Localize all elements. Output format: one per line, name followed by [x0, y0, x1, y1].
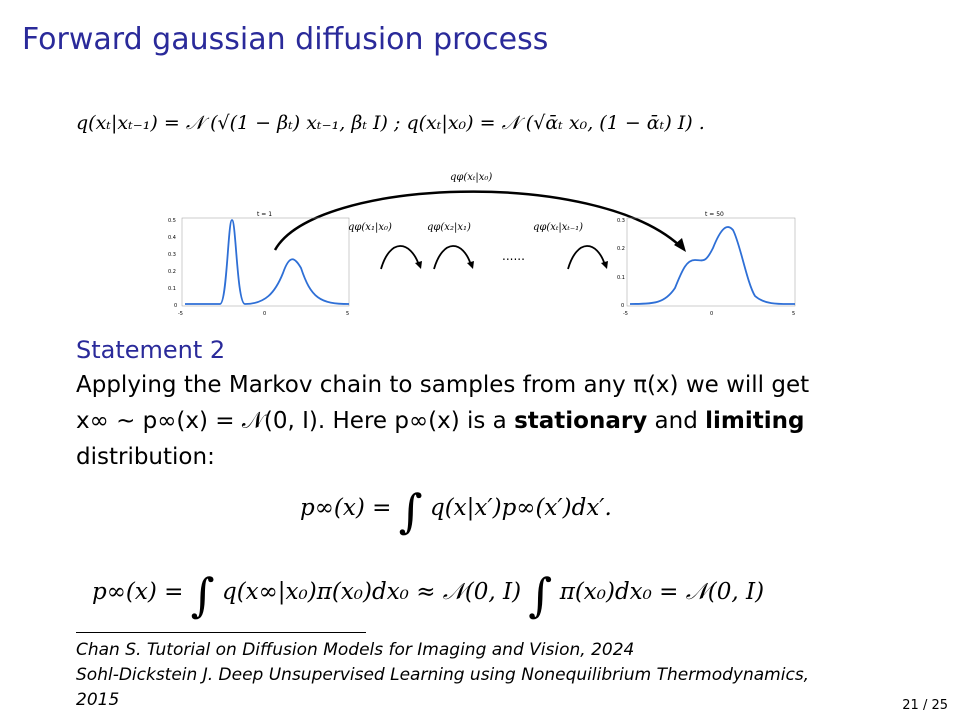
reference-divider: [76, 632, 366, 633]
diffusion-figure: qφ(xₜ|x₀) t = 1 0.5 0.4 0.3 0.2 0.1 0 -5…: [168, 172, 796, 317]
stationary-rhs: q(x|x′)p∞(x′)dx′.: [429, 495, 612, 521]
left-y-tick: 0: [174, 303, 177, 309]
left-x-tick: -5: [178, 311, 183, 317]
step-label: qφ(xₜ|xₜ₋₁): [533, 222, 583, 233]
left-x-tick: 5: [346, 311, 349, 317]
left-plot-title: t = 1: [257, 211, 272, 218]
limit-rhs: π(x₀)dx₀ = 𝒩(0, I): [559, 579, 765, 605]
statement-line-2a: x∞ ∼ p∞(x) = 𝒩(0, I). Here p∞(x) is a: [76, 408, 507, 434]
big-arc-arrowhead: [674, 238, 686, 252]
left-y-tick: 0.1: [168, 286, 176, 292]
stationary-equation: p∞(x) = ∫ q(x|x′)p∞(x′)dx′.: [300, 484, 612, 538]
ellipsis: ......: [502, 249, 525, 263]
reference-2: Sohl-Dickstein J. Deep Unsupervised Lear…: [76, 665, 810, 685]
limit-mid: q(x∞|x₀)π(x₀)dx₀ ≈ 𝒩(0, I): [221, 579, 522, 605]
left-y-tick: 0.2: [168, 269, 176, 275]
step-arrowhead: [601, 261, 608, 269]
right-y-tick: 0.1: [617, 275, 625, 281]
statement-line-2c: and: [654, 408, 698, 434]
statement-line-2: x∞ ∼ p∞(x) = 𝒩(0, I). Here p∞(x) is a st…: [76, 408, 804, 434]
right-x-tick: 5: [792, 311, 795, 317]
integral-sign: ∫: [190, 568, 215, 622]
statement-line-3: distribution:: [76, 444, 215, 470]
step-arrow: [380, 245, 420, 270]
right-x-tick: 0: [710, 311, 713, 317]
right-x-tick: -5: [623, 311, 628, 317]
page-number: 21 / 25: [902, 698, 948, 713]
left-density-curve: [185, 219, 350, 305]
right-y-tick: 0.3: [617, 218, 625, 224]
step-arrowhead: [467, 261, 474, 269]
integral-sign: ∫: [398, 484, 423, 538]
left-y-tick: 0.4: [168, 235, 176, 241]
step-label: qφ(x₂|x₁): [427, 222, 471, 233]
slide-title: Forward gaussian diffusion process: [22, 22, 549, 57]
big-arc-arrow: [273, 190, 681, 251]
right-plot-title: t = 50: [705, 211, 724, 218]
limit-lhs: p∞(x) =: [92, 579, 184, 605]
left-x-tick: 0: [263, 311, 266, 317]
limiting-term: limiting: [705, 408, 805, 434]
reference-2-year: 2015: [76, 690, 120, 710]
step-arrow: [567, 245, 606, 270]
right-plot: t = 50 0.3 0.2 0.1 0 -5 0 5: [617, 211, 796, 317]
stationary-lhs: p∞(x) =: [300, 495, 392, 521]
right-density-curve: [629, 226, 796, 305]
statement-heading: Statement 2: [76, 336, 226, 364]
step-arrow: [433, 245, 472, 270]
forward-process-equation: q(xₜ|xₜ₋₁) = 𝒩 (√(1 − βₜ) xₜ₋₁, βₜ I) ; …: [76, 112, 705, 134]
integral-sign: ∫: [528, 568, 553, 622]
limit-equation: p∞(x) = ∫ q(x∞|x₀)π(x₀)dx₀ ≈ 𝒩(0, I) ∫ π…: [92, 568, 764, 622]
step-label: qφ(x₁|x₀): [348, 222, 392, 233]
top-arc-label: qφ(xₜ|x₀): [450, 172, 492, 183]
reference-1: Chan S. Tutorial on Diffusion Models for…: [76, 640, 635, 660]
left-y-tick: 0.5: [168, 218, 176, 224]
left-y-tick: 0.3: [168, 252, 176, 258]
statement-line-1: Applying the Markov chain to samples fro…: [76, 372, 810, 398]
right-y-tick: 0.2: [617, 246, 625, 252]
left-plot: t = 1 0.5 0.4 0.3 0.2 0.1 0 -5 0 5: [168, 211, 350, 317]
stationary-term: stationary: [514, 408, 648, 434]
step-arrowhead: [415, 261, 422, 269]
right-y-tick: 0: [621, 303, 624, 309]
